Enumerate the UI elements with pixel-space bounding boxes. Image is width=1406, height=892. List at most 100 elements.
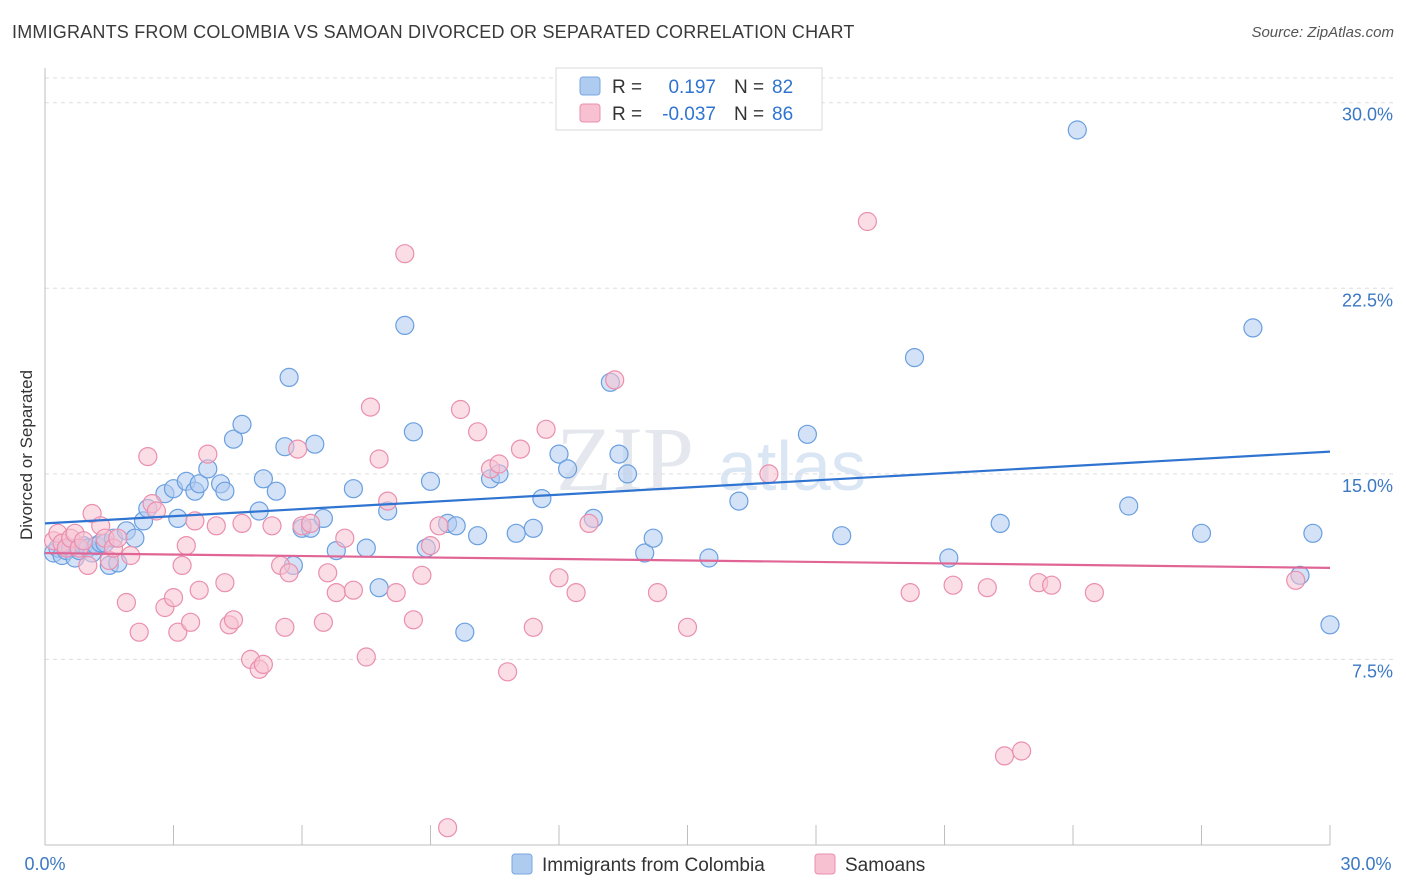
samoan-point <box>759 464 779 484</box>
samoan-point <box>566 582 586 603</box>
samoan-point <box>253 654 273 675</box>
x-tick-labels: 0.0% 30.0% <box>24 854 1391 874</box>
colombia-point <box>617 464 638 484</box>
samoan-point <box>275 617 295 637</box>
colombia-point <box>797 424 818 444</box>
trend-line-colombia <box>44 450 1331 525</box>
stats-legend: R = 0.197 N = 82 R = -0.037 N = 86 <box>555 67 823 131</box>
data-points <box>43 120 1340 838</box>
samoan-point <box>677 617 698 637</box>
bottom-legend-label-colombia: Immigrants from Colombia <box>542 855 765 876</box>
colombia-point <box>446 516 466 536</box>
samoan-point <box>108 528 128 548</box>
samoan-point <box>138 447 158 467</box>
colombia-point <box>279 367 299 387</box>
samoan-point <box>129 622 149 642</box>
samoan-point <box>1041 575 1062 595</box>
samoan-point <box>900 582 920 603</box>
samoan-point <box>395 244 415 264</box>
colombia-point <box>1067 120 1087 140</box>
samoan-point <box>301 513 321 534</box>
colombia-point <box>189 474 209 494</box>
colombia-point <box>125 528 145 548</box>
colombia-point <box>1303 523 1323 543</box>
samoan-point <box>450 399 471 420</box>
samoan-point <box>536 419 556 439</box>
chart-title: IMMIGRANTS FROM COLOMBIA VS SAMOAN DIVOR… <box>12 22 855 42</box>
colombia-point <box>1191 523 1212 543</box>
source-label: Source: ZipAtlas.com <box>1251 24 1394 41</box>
samoan-point <box>369 449 389 469</box>
axes <box>44 68 1331 846</box>
samoan-point <box>386 582 406 603</box>
samoan-point <box>438 818 458 838</box>
samoan-point <box>498 662 518 682</box>
samoan-point <box>403 610 423 630</box>
colombia-point <box>506 523 526 543</box>
samoan-point <box>378 491 398 511</box>
series-legend: Immigrants from Colombia Samoans <box>511 853 925 876</box>
samoan-point <box>318 563 338 583</box>
colombia-point <box>305 434 325 454</box>
y-tick-label: 22.5% <box>1342 290 1393 310</box>
y-tick-label: 7.5% <box>1352 661 1393 681</box>
samoan-point <box>163 587 184 608</box>
colombia-point <box>253 469 273 489</box>
trend-line-samoans <box>44 551 1331 569</box>
samoan-point <box>1286 570 1306 590</box>
samoan-point <box>172 555 192 576</box>
samoan-point <box>288 439 308 459</box>
colombia-point <box>403 422 423 442</box>
samoan-point <box>420 535 441 556</box>
colombia-point <box>609 444 629 464</box>
colombia-point <box>832 526 852 546</box>
samoan-point <box>223 610 244 630</box>
colombia-point <box>557 459 578 479</box>
samoan-point <box>857 211 878 232</box>
x-tick-label: 30.0% <box>1340 854 1391 874</box>
colombia-point <box>266 481 286 501</box>
colombia-point <box>420 471 441 491</box>
bottom-legend-label-samoans: Samoans <box>845 855 925 876</box>
samoan-point <box>73 531 94 551</box>
samoan-point <box>279 563 299 583</box>
samoan-point <box>176 535 196 556</box>
colombia-point <box>395 315 415 335</box>
samoan-point <box>1084 582 1105 603</box>
samoan-point <box>189 580 209 600</box>
legend-r-value-colombia: 0.197 <box>668 77 716 98</box>
grid-lines <box>45 77 1395 660</box>
samoan-point <box>335 528 355 548</box>
colombia-point <box>729 491 749 511</box>
samoan-point <box>326 582 346 603</box>
colombia-point <box>699 548 719 568</box>
colombia-point <box>904 348 925 368</box>
colombia-point <box>223 429 244 449</box>
samoan-point <box>360 397 381 417</box>
samoan-point <box>977 578 997 598</box>
legend-n-value-colombia: 82 <box>772 77 793 98</box>
samoan-point <box>262 516 282 536</box>
bottom-legend-swatch-colombia <box>511 853 533 875</box>
colombia-point <box>215 481 235 501</box>
colombia-point <box>1320 615 1340 635</box>
samoan-point <box>356 647 376 667</box>
colombia-point <box>549 444 569 464</box>
samoan-point <box>510 439 531 459</box>
colombia-point <box>468 526 488 546</box>
x-tick-label: 0.0% <box>24 854 65 874</box>
samoan-point <box>429 516 449 536</box>
colombia-point <box>1243 318 1263 338</box>
colombia-point <box>643 528 663 548</box>
y-tick-labels: 7.5% 15.0% 22.5% 30.0% <box>1342 105 1393 682</box>
samoan-point <box>994 746 1015 766</box>
samoan-point <box>181 612 201 632</box>
samoan-point <box>579 513 599 534</box>
samoan-point <box>232 513 252 534</box>
y-tick-label: 15.0% <box>1342 476 1393 496</box>
legend-swatch-samoans <box>579 103 601 123</box>
colombia-point <box>455 622 475 642</box>
colombia-point <box>532 489 552 509</box>
legend-r-label-colombia: R = <box>612 77 642 98</box>
samoan-point <box>412 565 432 585</box>
